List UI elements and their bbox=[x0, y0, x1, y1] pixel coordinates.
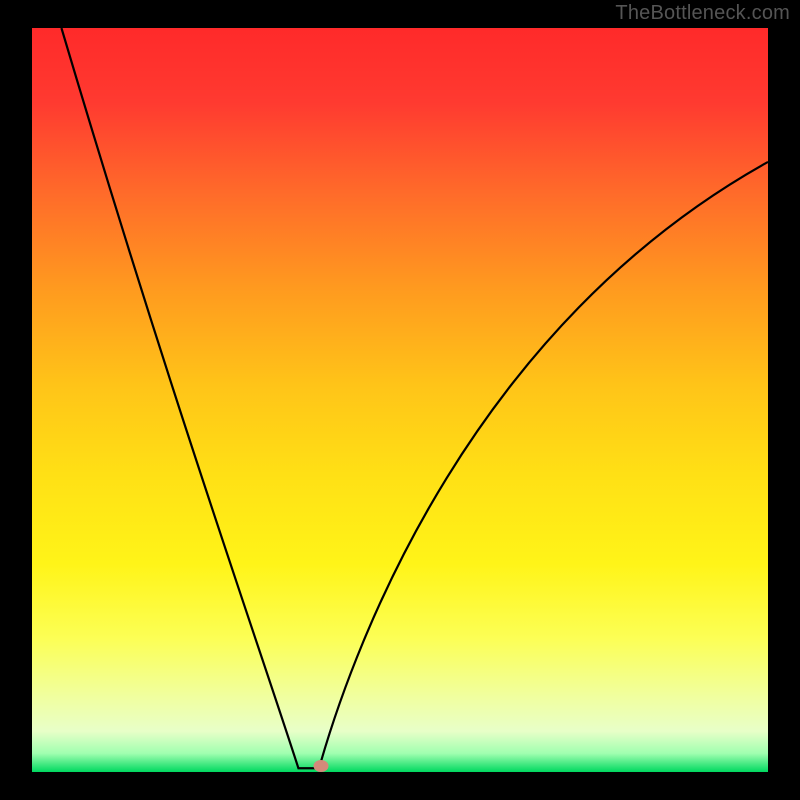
chart-plot-area bbox=[32, 28, 768, 772]
watermark-text: TheBottleneck.com bbox=[615, 2, 790, 25]
bottleneck-curve-svg bbox=[32, 28, 768, 772]
gradient-background bbox=[32, 28, 768, 772]
optimal-point-marker bbox=[313, 760, 328, 772]
